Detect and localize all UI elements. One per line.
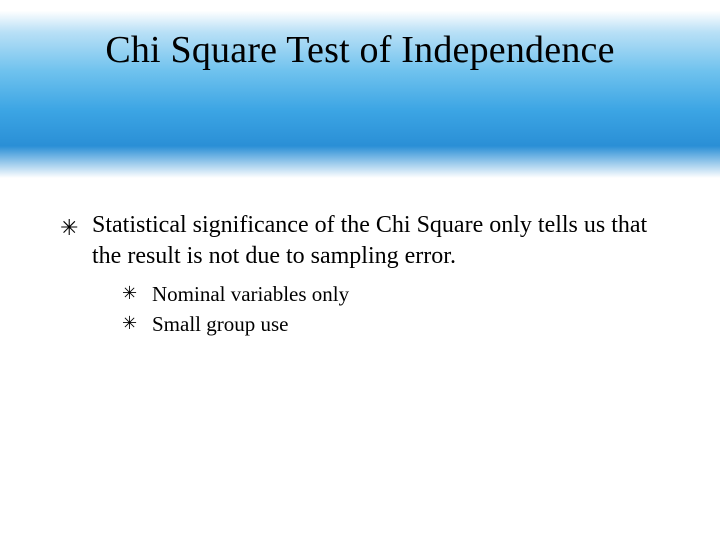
sub-list: ✳ Nominal variables only ✳ Small group u…: [122, 281, 670, 338]
asterisk-icon: ✳: [122, 311, 152, 334]
asterisk-icon: ✳: [60, 210, 92, 242]
bullet-text: Nominal variables only: [152, 281, 349, 308]
slide-title: Chi Square Test of Independence: [0, 28, 720, 72]
header-gradient-band: [0, 0, 720, 178]
list-item: ✳ Nominal variables only: [122, 281, 670, 308]
asterisk-icon: ✳: [122, 281, 152, 304]
list-item: ✳ Small group use: [122, 311, 670, 338]
bullet-text: Statistical significance of the Chi Squa…: [92, 210, 670, 271]
list-item: ✳ Statistical significance of the Chi Sq…: [60, 210, 670, 271]
slide-body: ✳ Statistical significance of the Chi Sq…: [60, 210, 670, 340]
bullet-text: Small group use: [152, 311, 289, 338]
